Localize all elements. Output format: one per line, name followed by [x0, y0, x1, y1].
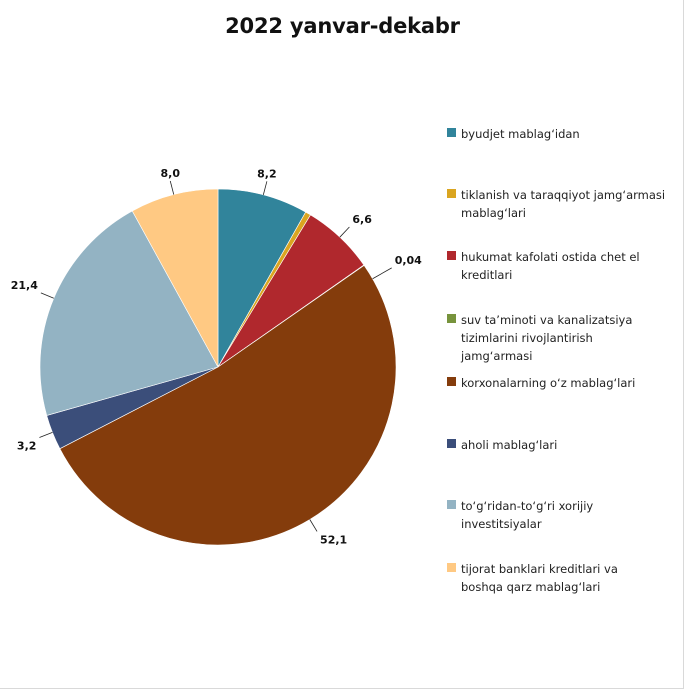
- legend-label-1: tiklanish va taraqqiyot jamg‘armasi mabla…: [461, 186, 683, 222]
- data-label-6: 21,4: [11, 279, 38, 292]
- legend-label-4: korxonalarning o‘z mablag‘lari: [461, 374, 683, 392]
- legend-swatch-0: [447, 128, 456, 137]
- legend-label-line: kreditlari: [461, 268, 513, 282]
- legend-label-line: hukumat kafolati ostida chet el: [461, 250, 640, 264]
- legend-label-7: tijorat banklari kreditlari va boshqa qar…: [461, 560, 683, 596]
- legend-label-line: aholi mablag‘lari: [461, 438, 558, 452]
- pie-slice-4: [59, 265, 397, 546]
- leader-line-7: [169, 180, 175, 195]
- legend-label-line: byudjet mablag‘idan: [461, 127, 580, 141]
- data-label-2: 6,6: [352, 213, 372, 226]
- data-label-3: 0,04: [395, 254, 422, 267]
- legend-swatch-7: [447, 563, 456, 572]
- leader-line-0: [262, 181, 268, 195]
- legend-label-line: mablag‘lari: [461, 206, 526, 220]
- legend-label-line: to‘g‘ridan-to‘g‘ri xorijiy: [461, 499, 594, 513]
- data-label-5: 3,2: [17, 440, 37, 453]
- leader-line-3: [372, 267, 392, 280]
- legend-swatch-2: [447, 251, 456, 260]
- pie-slice-7: [131, 188, 219, 368]
- legend-label-line: boshqa qarz mablag‘lari: [461, 580, 601, 594]
- legend-label-line: korxonalarning o‘z mablag‘lari: [461, 376, 636, 390]
- legend-swatch-4: [447, 377, 456, 386]
- leader-line-4: [309, 519, 318, 532]
- legend-label-5: aholi mablag‘lari: [461, 436, 683, 454]
- leader-line-6: [40, 292, 54, 299]
- data-label-0: 8,2: [257, 167, 277, 180]
- legend-swatch-6: [447, 500, 456, 509]
- legend-label-0: byudjet mablag‘idan: [461, 125, 683, 143]
- data-label-4: 52,1: [320, 533, 347, 546]
- legend-swatch-5: [447, 439, 456, 448]
- legend-swatch-3: [447, 314, 456, 323]
- legend-label-3: suv ta’minoti va kanalizatsiya tizimlarin…: [461, 311, 683, 365]
- leader-line-5: [39, 432, 53, 438]
- legend-label-6: to‘g‘ridan-to‘g‘ri xorijiy investitsiyala…: [461, 497, 683, 533]
- chart-title: 2022 yanvar-dekabr: [225, 14, 460, 38]
- pie-slice-0: [217, 188, 307, 369]
- legend-label-line: jamg‘armasi: [461, 349, 533, 363]
- legend-label-line: tijorat banklari kreditlari va: [461, 562, 618, 576]
- legend-label-line: tiklanish va taraqqiyot jamg‘armasi: [461, 188, 666, 202]
- legend-label-line: suv ta’minoti va kanalizatsiya: [461, 313, 633, 327]
- legend-label-2: hukumat kafolati ostida chet el kreditlar…: [461, 248, 683, 284]
- legend-label-line: investitsiyalar: [461, 517, 542, 531]
- legend-label-line: tizimlarini rivojlantirish: [461, 331, 593, 345]
- leader-line-2: [339, 226, 350, 238]
- legend-swatch-1: [447, 189, 456, 198]
- data-label-7: 8,0: [161, 167, 181, 180]
